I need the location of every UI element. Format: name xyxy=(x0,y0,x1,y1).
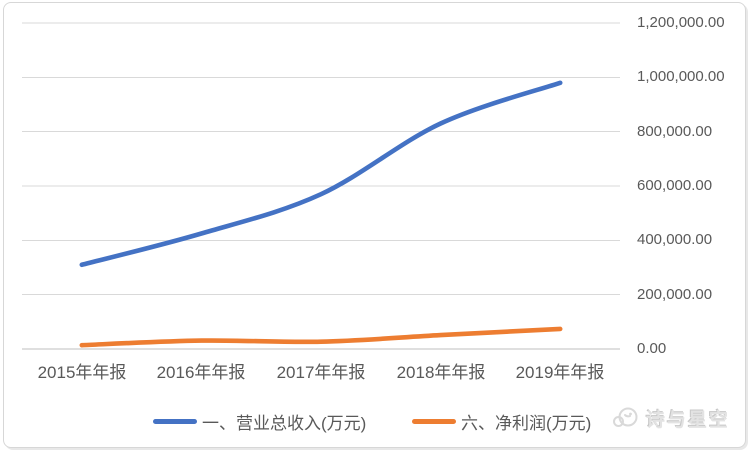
y-axis-tick-label: 600,000.00 xyxy=(637,177,713,194)
legend-line-swatch-net-profit xyxy=(412,418,456,424)
watermark-text: 诗与星空 xyxy=(646,409,731,431)
x-axis-category-label: 2015年年报 xyxy=(37,363,127,382)
legend-line-swatch-revenue xyxy=(153,418,197,424)
y-axis-tick-label: 200,000.00 xyxy=(637,286,713,303)
y-axis-tick-label: 1,200,000.00 xyxy=(637,14,725,31)
x-axis-category-label: 2018年年报 xyxy=(396,363,486,382)
y-axis-tick-label: 400,000.00 xyxy=(637,231,713,248)
watermark: 诗与星空 xyxy=(611,402,730,434)
legend-label-revenue: 一、营业总收入(万元) xyxy=(202,413,367,433)
bird-face-logo-icon xyxy=(613,407,638,427)
legend-item-net-profit: 六、净利润(万元) xyxy=(412,411,592,433)
x-axis-category-label: 2017年年报 xyxy=(276,363,366,382)
legend-item-revenue: 一、营业总收入(万元) xyxy=(153,411,367,433)
y-axis-tick-label: 800,000.00 xyxy=(637,123,713,140)
y-axis-tick-label: 0.00 xyxy=(637,340,667,357)
x-axis-category-label: 2016年年报 xyxy=(156,363,246,382)
chart-frame xyxy=(3,2,746,448)
y-axis-tick-label: 1,000,000.00 xyxy=(637,68,725,85)
x-axis-category-label: 2019年年报 xyxy=(515,363,605,382)
legend-label-net-profit: 六、净利润(万元) xyxy=(461,413,592,433)
